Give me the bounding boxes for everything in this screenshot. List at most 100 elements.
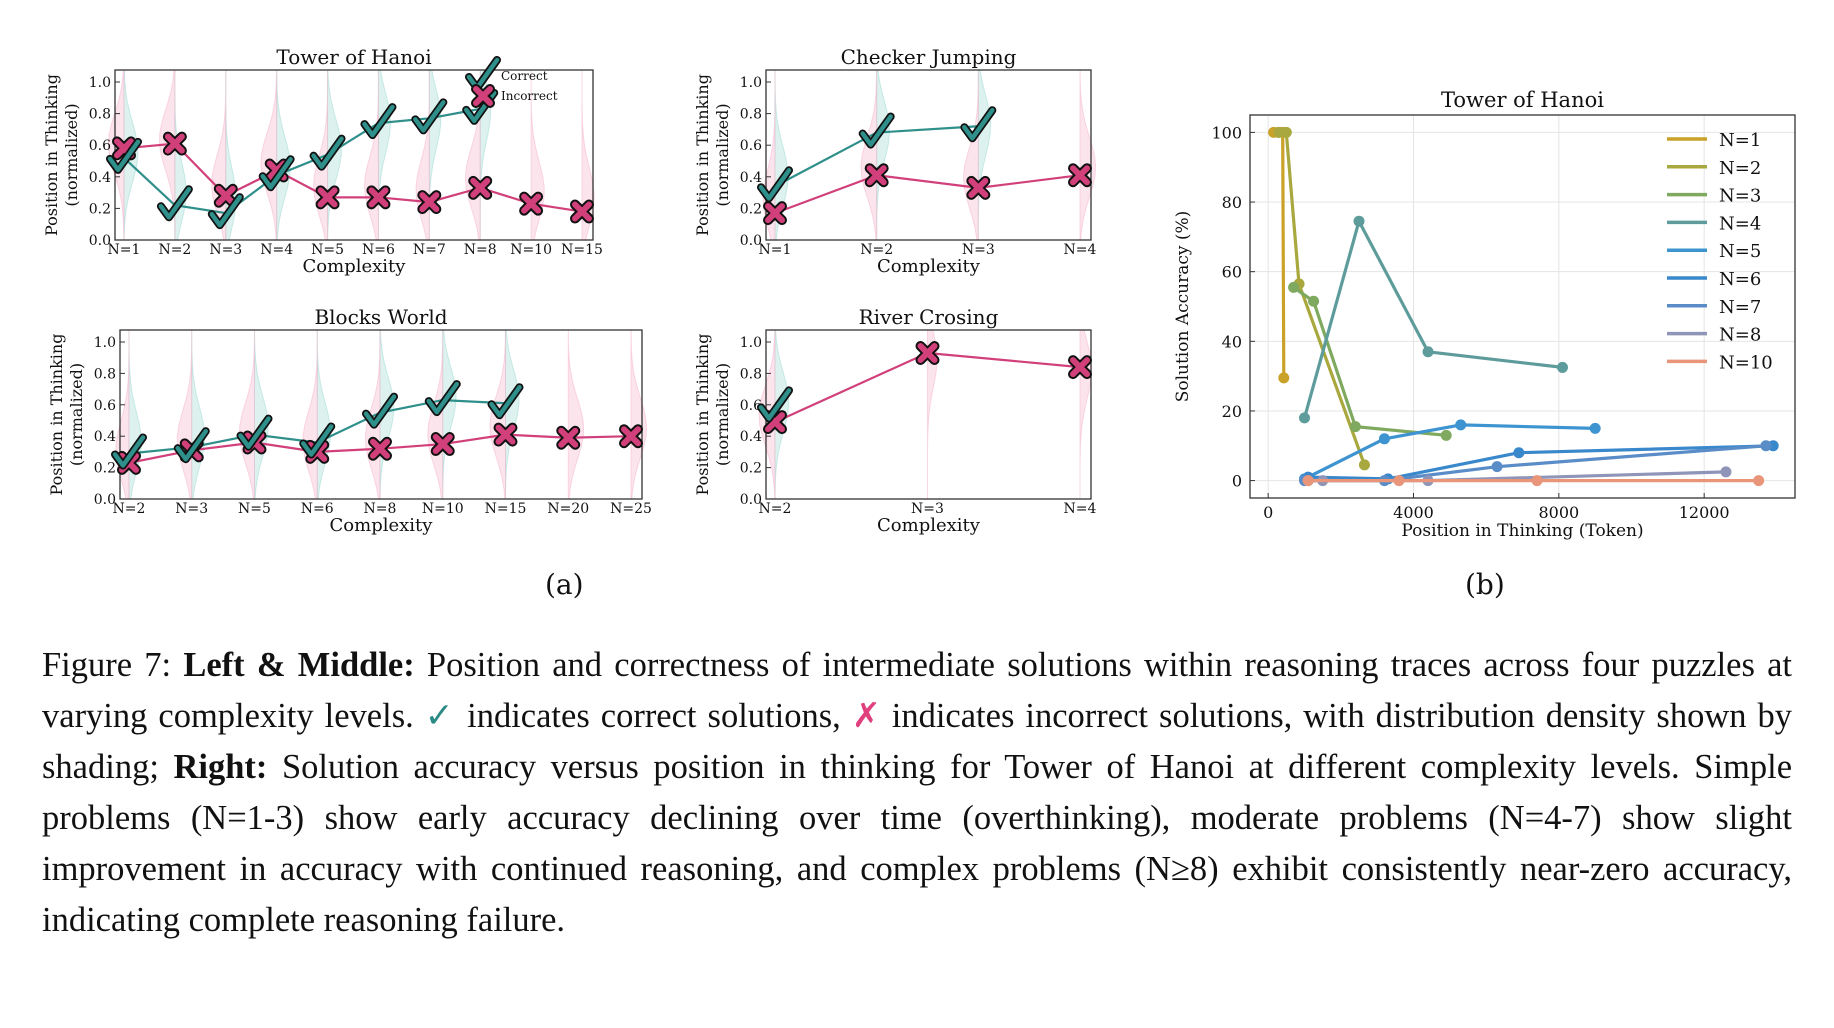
density-correct bbox=[876, 69, 891, 241]
x-tick-label: N=8 bbox=[364, 501, 397, 517]
y-tick-label: 60 bbox=[1222, 263, 1242, 282]
y-axis-label-line2: (normalized) bbox=[62, 103, 81, 206]
incorrect-marker-fill bbox=[368, 187, 389, 208]
y-tick-label: 40 bbox=[1222, 332, 1242, 351]
incorrect-marker-fill bbox=[470, 177, 491, 198]
x-tick-label: N=25 bbox=[610, 501, 652, 517]
data-point bbox=[1753, 475, 1765, 487]
x-tick-label: 4000 bbox=[1393, 503, 1434, 522]
data-point bbox=[1278, 372, 1290, 384]
incorrect-marker-fill bbox=[866, 165, 887, 186]
y-tick-label: 0.6 bbox=[740, 138, 762, 154]
correct-marker-fill bbox=[158, 186, 192, 220]
subplot-accuracy-vs-position: 0 4000 8000 12000 0 20 40 60 80 100 Tower of Hanoi… bbox=[1173, 88, 1796, 541]
data-point bbox=[1299, 412, 1310, 424]
x-tick-label: N=5 bbox=[311, 242, 344, 258]
correct-marker-fill bbox=[363, 394, 397, 427]
series-line-incorrect bbox=[774, 174, 1081, 215]
x-axis-label: Complexity bbox=[877, 256, 981, 277]
series-line-incorrect bbox=[123, 142, 583, 213]
incorrect-marker-fill bbox=[968, 177, 989, 198]
y-axis-label: Position in Thinking(normalized) bbox=[693, 74, 732, 236]
subplot-tower-of-hanoi: Tower of Hanoi Complexity Position in Thin… bbox=[42, 45, 603, 277]
y-tick-label: 0.8 bbox=[740, 107, 762, 123]
density-correct bbox=[191, 329, 206, 500]
correct-marker-fill bbox=[175, 428, 208, 462]
y-tick-label: 0.6 bbox=[94, 398, 116, 414]
data-point bbox=[1589, 422, 1601, 434]
density-correct bbox=[254, 329, 269, 500]
x-tick-label: N=2 bbox=[759, 501, 792, 517]
y-axis-label-line1: Position in Thinking bbox=[693, 334, 712, 496]
x-tick-label: N=4 bbox=[260, 242, 293, 258]
y-tick-label: 0.8 bbox=[89, 107, 111, 123]
subplot-title: Tower of Hanoi bbox=[1441, 88, 1604, 112]
legend-label: N=1 bbox=[1719, 130, 1761, 151]
data-point bbox=[1349, 421, 1361, 433]
y-tick-label: 0.4 bbox=[94, 429, 116, 445]
series-line-n4 bbox=[1302, 219, 1563, 419]
y-tick-label: 0.4 bbox=[89, 170, 111, 186]
x-tick-label: N=3 bbox=[175, 501, 208, 517]
data-point bbox=[1440, 429, 1452, 441]
correct-marker-fill bbox=[758, 168, 792, 201]
y-axis-label-line2: (normalized) bbox=[67, 363, 86, 466]
data-point bbox=[1280, 126, 1292, 138]
data-point bbox=[1556, 361, 1568, 373]
data-point bbox=[1513, 447, 1525, 459]
x-tick-label: N=1 bbox=[108, 242, 141, 258]
y-tick-label: 80 bbox=[1222, 193, 1242, 212]
correct-marker-fill bbox=[362, 104, 395, 138]
correct-marker-fill bbox=[209, 194, 243, 228]
density-incorrect bbox=[962, 69, 979, 241]
figure-7: Tower of Hanoi Complexity Position in Thin… bbox=[42, 45, 1796, 541]
subplot-blocks-world: Blocks World Complexity Position in Thinki… bbox=[47, 305, 652, 536]
density-correct bbox=[377, 69, 392, 241]
y-axis-label-line1: Position in Thinking bbox=[693, 74, 712, 236]
x-tick-label: 8000 bbox=[1538, 503, 1579, 522]
y-tick-label: 0.0 bbox=[740, 492, 762, 508]
y-tick-label: 0.4 bbox=[740, 170, 762, 186]
incorrect-marker-fill bbox=[1070, 357, 1090, 378]
subplot-checker-jumping: Checker Jumping Complexity Position in Thi… bbox=[693, 45, 1097, 277]
correct-marker-fill bbox=[311, 136, 344, 169]
legend-incorrect-marker-fill bbox=[473, 86, 493, 106]
y-tick-label: 1.0 bbox=[89, 75, 111, 91]
density-incorrect bbox=[860, 69, 878, 241]
density-incorrect bbox=[1079, 69, 1097, 241]
density-correct bbox=[977, 69, 992, 241]
data-point bbox=[1491, 461, 1503, 473]
x-tick-label: N=3 bbox=[911, 501, 944, 517]
incorrect-marker-fill bbox=[572, 201, 592, 222]
y-tick-label: 0.0 bbox=[740, 233, 762, 249]
correct-marker-fill bbox=[489, 384, 522, 418]
incorrect-marker-fill bbox=[621, 426, 641, 447]
y-axis-label: Position in Thinking(normalized) bbox=[693, 334, 732, 496]
series-line-n3 bbox=[1292, 286, 1447, 437]
x-tick-label: N=15 bbox=[561, 242, 603, 258]
legend-label: N=5 bbox=[1719, 241, 1761, 262]
y-tick-label: 0.2 bbox=[89, 201, 111, 217]
data-point bbox=[1358, 459, 1370, 471]
x-axis-label: Complexity bbox=[330, 515, 434, 536]
y-tick-label: 0 bbox=[1232, 472, 1242, 491]
plot-frame bbox=[119, 329, 643, 500]
y-tick-label: 0.2 bbox=[94, 461, 116, 477]
correct-marker-fill bbox=[301, 424, 334, 457]
y-tick-label: 0.6 bbox=[89, 138, 111, 154]
subplot-title: Tower of Hanoi bbox=[276, 45, 431, 69]
subplot-title: Blocks World bbox=[314, 305, 447, 329]
density-incorrect bbox=[260, 69, 278, 241]
y-tick-label: 0.4 bbox=[740, 429, 762, 445]
data-point bbox=[1378, 433, 1390, 445]
x-tick-label: N=1 bbox=[759, 242, 792, 258]
caption-text-3: indicates incorrect solutions, with dist… bbox=[42, 697, 1793, 786]
x-tick-label: N=3 bbox=[209, 242, 242, 258]
x-axis-label: Position in Thinking (Token) bbox=[1401, 521, 1643, 541]
plot-frame bbox=[765, 69, 1092, 241]
legend-correct-label: Correct bbox=[501, 69, 548, 83]
density-incorrect bbox=[567, 329, 585, 500]
density-correct bbox=[316, 329, 332, 500]
panel-label-b: (b) bbox=[1465, 568, 1505, 601]
correct-marker-fill bbox=[112, 435, 146, 468]
